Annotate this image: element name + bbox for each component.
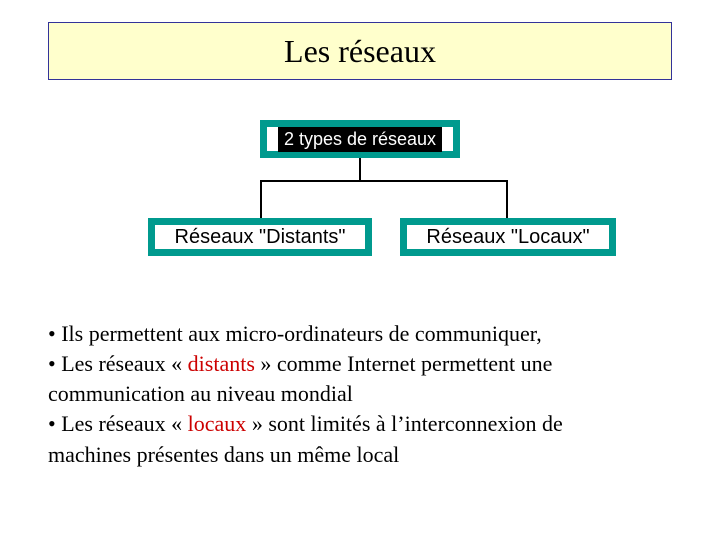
keyword-distants: distants [188,351,255,376]
node-root-label: 2 types de réseaux [278,127,442,152]
bullet-3-line2: machines présentes dans un même local [48,441,672,469]
keyword-locaux: locaux [188,411,247,436]
bullet-2-line2: communication au niveau mondial [48,380,672,408]
bullet-3-line1: • Les réseaux « locaux » sont limités à … [48,410,672,438]
node-root: 2 types de réseaux [260,120,460,158]
connector-left-vertical [260,180,262,218]
bullet-2-text-a: • Les réseaux « [48,351,188,376]
bullet-3-text-b: » sont limités à l’interconnexion de [246,411,563,436]
bullet-2-line1: • Les réseaux « distants » comme Interne… [48,350,672,378]
node-locaux-label: Réseaux "Locaux" [426,226,589,249]
node-locaux: Réseaux "Locaux" [400,218,616,256]
bullet-3-text-a: • Les réseaux « [48,411,188,436]
page-title: Les réseaux [284,33,436,70]
hierarchy-diagram: 2 types de réseaux Réseaux "Distants" Ré… [0,120,720,270]
connector-horizontal [260,180,508,182]
bullet-list: • Ils permettent aux micro-ordinateurs d… [48,320,672,471]
node-distants: Réseaux "Distants" [148,218,372,256]
bullet-1: • Ils permettent aux micro-ordinateurs d… [48,320,672,348]
node-distants-label: Réseaux "Distants" [175,226,346,249]
connector-root-vertical [359,158,361,180]
title-banner: Les réseaux [48,22,672,80]
connector-right-vertical [506,180,508,218]
bullet-2-text-b: » comme Internet permettent une [255,351,553,376]
